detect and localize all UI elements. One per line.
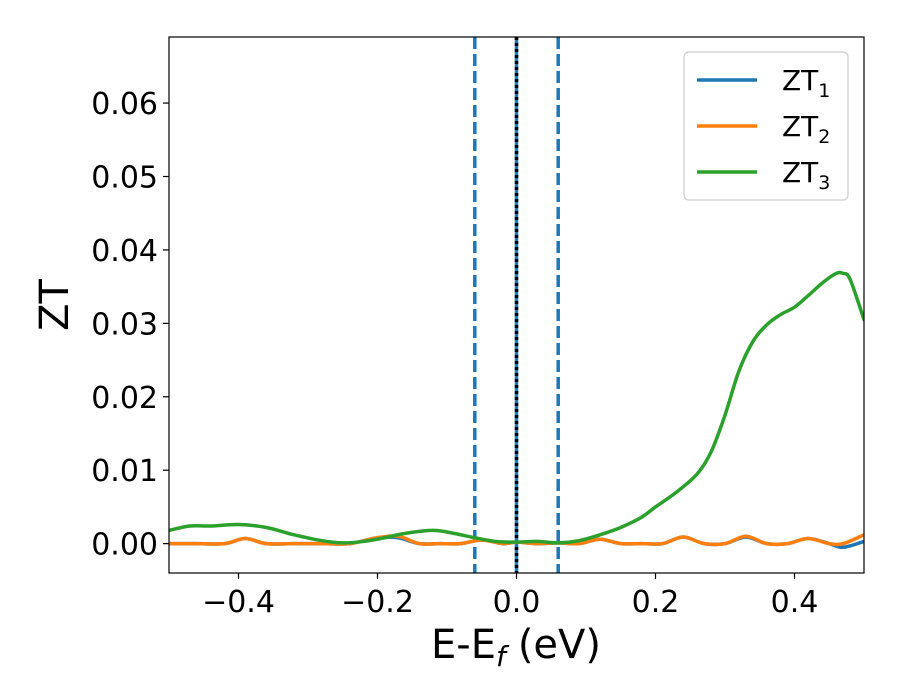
legend-label-zt2: ZT2	[782, 110, 830, 148]
y-tick-label: 0.03	[91, 307, 158, 342]
x-tick-label: 0.0	[493, 585, 541, 620]
x-axis-label: E-Ef (eV)	[431, 622, 601, 673]
y-tick-label: 0.01	[91, 454, 158, 489]
legend-label-zt1: ZT1	[782, 64, 830, 102]
x-tick-label: 0.4	[771, 585, 819, 620]
series-line-zt2	[169, 533, 864, 547]
x-axis-label-main: E-E	[431, 622, 496, 668]
y-tick-label: 0.06	[91, 87, 158, 122]
x-tick-label: −0.2	[341, 585, 414, 620]
y-tick-label: 0.00	[91, 528, 158, 563]
y-axis: 0.00 0.01 0.02 0.03 0.04 0.05 0.06	[91, 87, 169, 563]
y-tick-label: 0.04	[91, 234, 158, 269]
series-line-zt3	[169, 270, 864, 545]
legend: ZT1 ZT2 ZT3	[683, 51, 849, 201]
y-axis-label: ZT	[32, 279, 78, 331]
y-tick-label: 0.05	[91, 161, 158, 196]
y-tick-label: 0.02	[91, 381, 158, 416]
series-lines	[169, 270, 864, 550]
x-axis-label-unit: (eV)	[518, 622, 601, 668]
x-axis-label-sub: f	[496, 640, 510, 673]
x-axis: −0.4 −0.2 0.0 0.2 0.4	[202, 573, 818, 620]
legend-box	[683, 51, 849, 201]
x-tick-label: −0.4	[202, 585, 275, 620]
reference-lines	[473, 37, 560, 573]
x-tick-label: 0.2	[632, 585, 680, 620]
legend-label-zt3: ZT3	[782, 156, 830, 194]
